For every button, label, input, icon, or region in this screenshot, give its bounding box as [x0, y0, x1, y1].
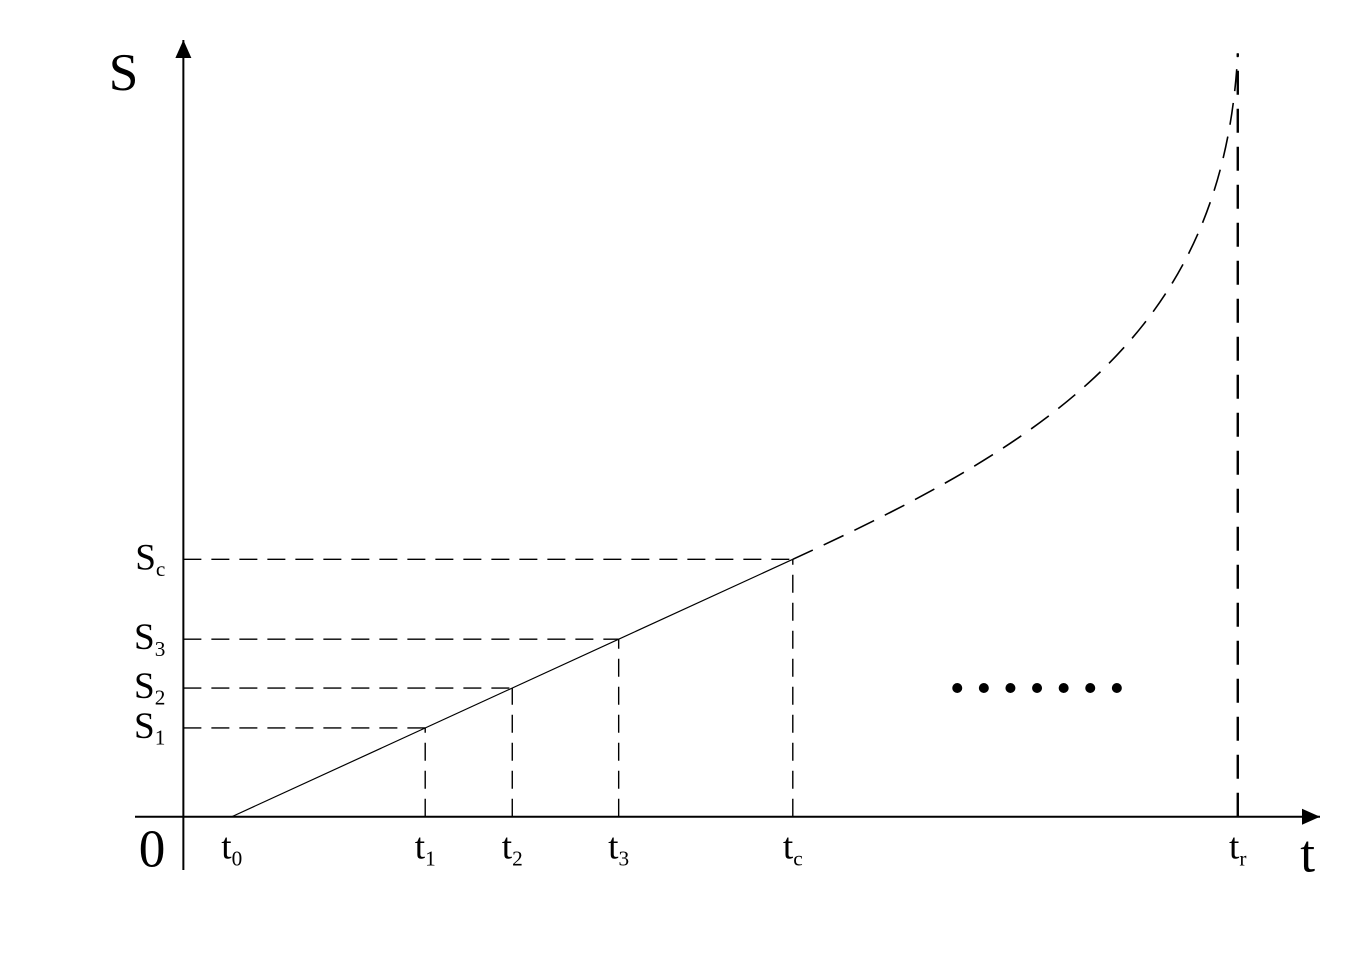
- y-tick-label: S3: [134, 617, 165, 661]
- y-tick-label: S1: [134, 706, 165, 750]
- x-tick-label: tc: [783, 827, 803, 871]
- ellipsis-dot: [979, 683, 989, 693]
- x-tick-label: tr: [1229, 827, 1246, 871]
- ellipsis-dot: [1085, 683, 1095, 693]
- y-axis-arrow-icon: [175, 40, 191, 58]
- y-axis-label: S: [109, 43, 139, 102]
- x-axis-label: t: [1300, 825, 1315, 884]
- x-axis-arrow-icon: [1302, 809, 1320, 825]
- ellipsis-dot: [1032, 683, 1042, 693]
- x-tick-label: t1: [415, 827, 436, 871]
- ellipsis-dot: [1112, 683, 1122, 693]
- x-tick-label: t3: [608, 827, 629, 871]
- ellipsis-dot: [952, 683, 962, 693]
- y-tick-label: S2: [134, 666, 165, 710]
- x-tick-label: t0: [221, 827, 242, 871]
- displacement-time-chart: St0S1S2S3Sct0t1t2t3tctr: [0, 0, 1354, 977]
- y-tick-label: Sc: [135, 537, 165, 581]
- divergent-curve: [793, 53, 1238, 559]
- ellipsis-dot: [1059, 683, 1069, 693]
- ellipsis-dot: [1005, 683, 1015, 693]
- origin-label: 0: [139, 820, 166, 879]
- x-tick-label: t2: [502, 827, 523, 871]
